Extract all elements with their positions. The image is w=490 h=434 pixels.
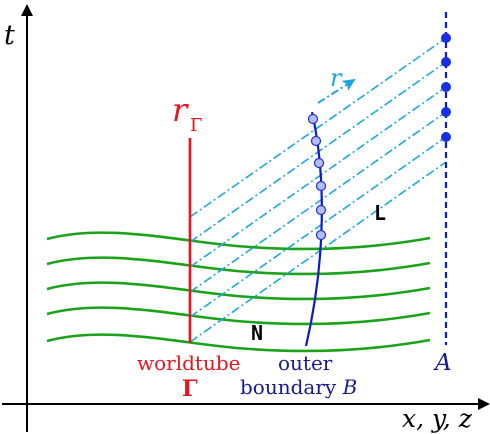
characteristic-5 (189, 136, 447, 318)
t-axis-label: t (4, 20, 15, 51)
slice-5 (46, 333, 431, 353)
outer-boundary-curve (304, 111, 323, 347)
scri-point (441, 82, 451, 92)
scri-point (441, 107, 451, 117)
characteristic-4 (189, 111, 447, 293)
boundary-point (307, 113, 319, 125)
slice-1 (46, 231, 431, 251)
boundary-point (310, 135, 322, 147)
x-axis-label: x, y, z (402, 404, 473, 433)
characteristic-6 (189, 161, 447, 343)
scri-points (441, 33, 451, 142)
boundary-point (313, 157, 325, 169)
r-gamma-label: r (172, 91, 189, 129)
boundary-point (315, 180, 327, 192)
scri-point (441, 57, 451, 67)
r-direction-arrow (317, 78, 356, 104)
worldtube-label: worldtube (137, 351, 240, 375)
boundary-point (315, 229, 327, 241)
boundary-intersection-points (307, 113, 327, 241)
label-N: N (251, 321, 263, 345)
outer-boundary-label-line1: outer (278, 351, 333, 375)
characteristic-lines (189, 37, 447, 343)
spacelike-slices (46, 231, 431, 353)
boundary-point (315, 204, 327, 216)
worldtube-gamma-label: Γ (182, 376, 198, 402)
slice-3 (46, 281, 431, 301)
r-arrow-label: r (330, 64, 343, 92)
slice-2 (46, 256, 431, 276)
scri-point (441, 132, 451, 142)
scri-label-A: A (433, 350, 452, 376)
outer-boundary-label-line2: boundary B (240, 375, 357, 399)
slice-4 (46, 306, 431, 326)
characteristic-3 (189, 86, 447, 268)
label-L: L (374, 201, 386, 225)
characteristic-1 (189, 37, 447, 218)
scri-point (441, 33, 451, 43)
boundary-variable-B: B (342, 375, 358, 399)
r-gamma-subscript: Γ (190, 115, 203, 136)
boundary-word: boundary (240, 375, 343, 399)
